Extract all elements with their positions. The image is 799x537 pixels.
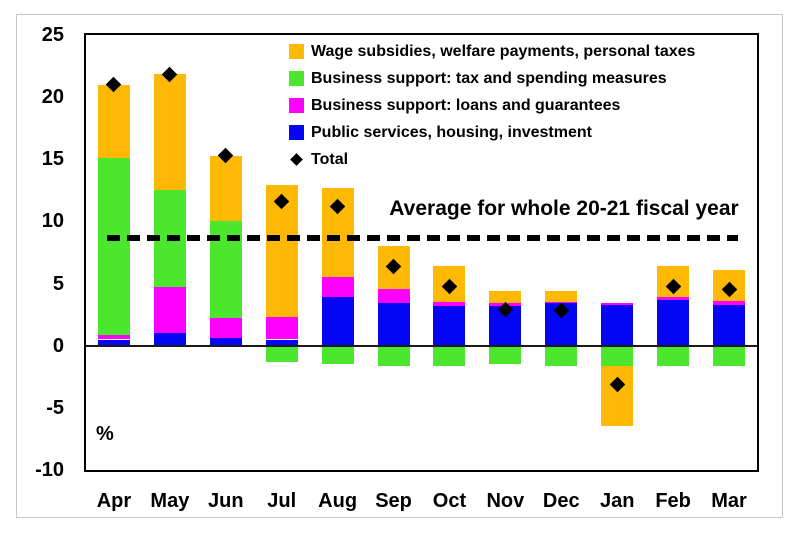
total-marker-nov (497, 301, 514, 318)
bar-segment-aug (321, 297, 354, 346)
x-label-feb: Feb (655, 490, 691, 512)
bar-segment-apr (97, 158, 130, 335)
legend-item-public-services: Public services, housing, investment (289, 119, 695, 146)
y-tick-15: 15 (41, 148, 64, 171)
bar-segment-nov (489, 291, 522, 304)
bar-segment-jan (601, 345, 634, 366)
x-label-aug: Aug (318, 490, 358, 512)
x-label-jul: Jul (267, 490, 297, 512)
x-label-may: May (150, 490, 190, 512)
bar-segment-oct (433, 345, 466, 366)
bar-segment-jan (601, 304, 634, 346)
legend: Wage subsidies, welfare payments, person… (289, 38, 695, 173)
x-axis: Apr May Jun Jul Aug Sep Oct Nov Dec Jan Feb Mar (86, 489, 757, 519)
x-label-sep: Sep (375, 490, 412, 512)
bar-segment-jan (601, 365, 634, 427)
zero-line (86, 344, 757, 347)
x-label-apr: Apr (96, 490, 132, 512)
legend-label: Business support: loans and guarantees (311, 96, 621, 114)
y-axis: 25 20 15 10 5 0 -5 -10 (0, 24, 78, 481)
legend-item-business-loans: Business support: loans and guarantees (289, 92, 695, 119)
total-marker-oct (441, 278, 458, 294)
business-loans-swatch-icon (289, 98, 304, 113)
y-tick-10: 10 (41, 210, 64, 233)
bar-segment-may (153, 287, 186, 334)
bar-segment-dec (545, 345, 578, 366)
bar-segment-mar (713, 345, 746, 366)
bar-segment-apr (97, 334, 130, 340)
legend-label: Total (311, 150, 349, 168)
x-label-jan: Jan (599, 490, 635, 512)
bar-segment-sep (377, 288, 410, 304)
bars-layer (86, 35, 757, 470)
total-marker-may (162, 66, 178, 83)
y-tick-0: 0 (52, 334, 64, 357)
business-tax-spending-swatch-icon (289, 71, 304, 86)
x-label-mar: Mar (711, 490, 747, 512)
legend-item-total: Total (289, 146, 695, 173)
x-label-dec: Dec (542, 490, 580, 512)
bar-segment-oct (433, 302, 466, 306)
bar-segment-jan (601, 303, 634, 305)
bar-segment-aug (321, 345, 354, 365)
legend-label: Public services, housing, investment (311, 123, 592, 141)
y-tick-5: 5 (52, 272, 64, 295)
bar-segment-mar (713, 304, 746, 346)
bar-segment-nov (489, 345, 522, 365)
bar-segment-jun (209, 338, 242, 346)
public-services-swatch-icon (289, 125, 304, 140)
legend-item-wage-subsidies: Wage subsidies, welfare payments, person… (289, 38, 695, 65)
bar-segment-dec (545, 291, 578, 303)
bar-segment-sep (377, 303, 410, 346)
bar-segment-may (153, 333, 186, 346)
percent-unit-label: % (96, 423, 114, 445)
bar-segment-jun (209, 318, 242, 339)
bar-segment-jun (209, 155, 242, 222)
total-marker-sep (385, 258, 402, 274)
bar-segment-feb (657, 297, 690, 300)
bar-segment-oct (433, 305, 466, 346)
total-marker-aug (329, 198, 346, 215)
bar-segment-aug (321, 277, 354, 298)
total-diamond-icon (289, 152, 304, 167)
average-line-annotation: Average for whole 20-21 fiscal year (389, 197, 739, 220)
bar-segment-dec (545, 302, 578, 304)
total-marker-jun (218, 147, 234, 164)
bar-segment-jul (265, 345, 298, 362)
x-label-jun: Jun (208, 490, 244, 512)
x-label-nov: Nov (486, 490, 525, 512)
average-dashed-line (107, 234, 738, 241)
bar-segment-jul (265, 317, 298, 340)
bar-segment-jul (265, 339, 298, 346)
y-tick-20: 20 (41, 86, 64, 109)
x-label-oct: Oct (432, 490, 467, 512)
legend-label: Business support: tax and spending measu… (311, 69, 667, 87)
bar-segment-apr (97, 84, 130, 159)
bar-segment-may (153, 73, 186, 191)
y-tick-25: 25 (41, 24, 64, 46)
legend-label: Wage subsidies, welfare payments, person… (311, 42, 696, 60)
bar-segment-apr (97, 339, 130, 346)
y-tick--10: -10 (35, 459, 64, 481)
legend-item-business-tax-spending: Business support: tax and spending measu… (289, 65, 695, 92)
wage-subsidies-swatch-icon (289, 44, 304, 59)
y-tick--5: -5 (46, 396, 64, 419)
total-marker-dec (553, 303, 570, 319)
bar-segment-sep (377, 345, 410, 366)
total-marker-jan (609, 376, 625, 393)
bar-segment-mar (713, 300, 746, 305)
total-marker-jul (273, 193, 290, 210)
total-marker-feb (665, 278, 681, 294)
total-marker-apr (106, 76, 122, 93)
bar-segment-feb (657, 345, 690, 366)
bar-segment-feb (657, 299, 690, 346)
total-marker-mar (721, 282, 737, 298)
